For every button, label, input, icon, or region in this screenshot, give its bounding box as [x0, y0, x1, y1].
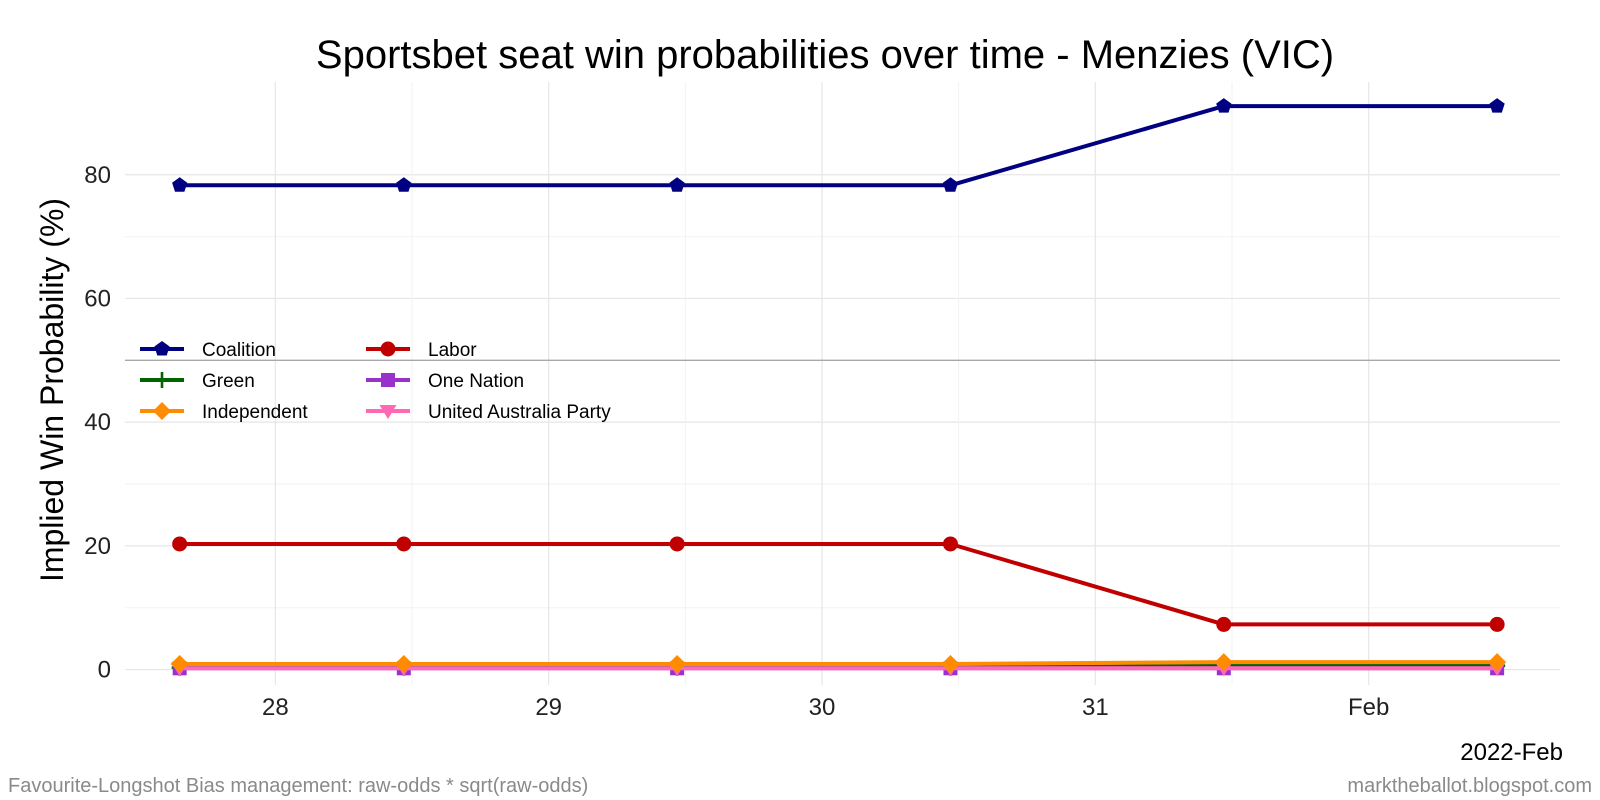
legend-label: One Nation [428, 371, 524, 392]
y-ticks: 0 20 40 60 80 [84, 162, 111, 684]
data-point-independent [394, 654, 413, 673]
series-independent [170, 653, 1507, 673]
data-point-independent [941, 654, 960, 673]
series-coalition [172, 98, 1505, 192]
legend-item-independent: Independent [140, 402, 308, 423]
legend-label: Green [202, 371, 255, 392]
y-axis-label: Implied Win Probability (%) [34, 198, 70, 582]
legend-marker [154, 372, 170, 388]
x-tick-label: Feb [1348, 694, 1389, 721]
y-tick-label: 0 [98, 657, 111, 684]
x-tick-label: 31 [1082, 694, 1109, 721]
y-tick-label: 20 [84, 533, 111, 560]
series-line-coalition [179, 104, 1498, 188]
series-line-independent [179, 660, 1498, 666]
series-line-labor [179, 542, 1498, 627]
data-point-independent [1214, 653, 1233, 672]
y-tick-label: 80 [84, 162, 111, 189]
x-tick-label: 29 [535, 694, 562, 721]
legend-marker [154, 341, 170, 356]
legend-label: Labor [428, 340, 477, 361]
data-point-coalition [1489, 98, 1505, 113]
data-point-independent [1488, 653, 1507, 672]
legend-label: Independent [202, 402, 308, 423]
x-tick-label: 30 [809, 694, 836, 721]
legend-item-labor: Labor [366, 340, 477, 361]
data-point-coalition [669, 177, 685, 192]
data-point-labor [669, 536, 685, 552]
legend-item-one-nation: One Nation [366, 371, 524, 392]
x-tick-label: 28 [262, 694, 289, 721]
legend-marker [153, 402, 171, 420]
legend-marker [381, 373, 395, 387]
data-point-labor [396, 536, 412, 552]
legend: Coalition Green Independent Labor One Nation… [140, 340, 611, 423]
legend-label: United Australia Party [428, 402, 611, 423]
data-point-labor [1216, 616, 1232, 632]
series-labor [172, 536, 1505, 632]
data-point-labor [942, 536, 958, 552]
grid [125, 82, 1560, 685]
series-layer [170, 98, 1507, 677]
data-point-coalition [396, 177, 412, 192]
caption-right: marktheballot.blogspot.com [1347, 775, 1592, 797]
legend-item-green: Green [140, 371, 255, 392]
data-point-labor [1489, 616, 1505, 632]
data-point-independent [170, 654, 189, 673]
y-tick-label: 40 [84, 409, 111, 436]
data-point-coalition [942, 177, 959, 192]
y-tick-label: 60 [84, 285, 111, 312]
legend-marker [380, 341, 396, 357]
x-axis-sublabel: 2022-Feb [1460, 739, 1563, 766]
caption-left: Favourite-Longshot Bias management: raw-… [8, 775, 588, 797]
data-point-independent [668, 654, 687, 673]
legend-marker [379, 405, 397, 419]
chart-title: Sportsbet seat win probabilities over ti… [316, 33, 1334, 77]
data-point-coalition [1216, 98, 1232, 113]
x-ticks: 28 29 30 31 Feb [262, 694, 1389, 721]
data-point-labor [172, 536, 188, 552]
data-point-coalition [172, 177, 188, 192]
legend-item-united-australia-party: United Australia Party [366, 402, 611, 423]
legend-label: Coalition [202, 340, 276, 361]
legend-item-coalition: Coalition [140, 340, 276, 361]
